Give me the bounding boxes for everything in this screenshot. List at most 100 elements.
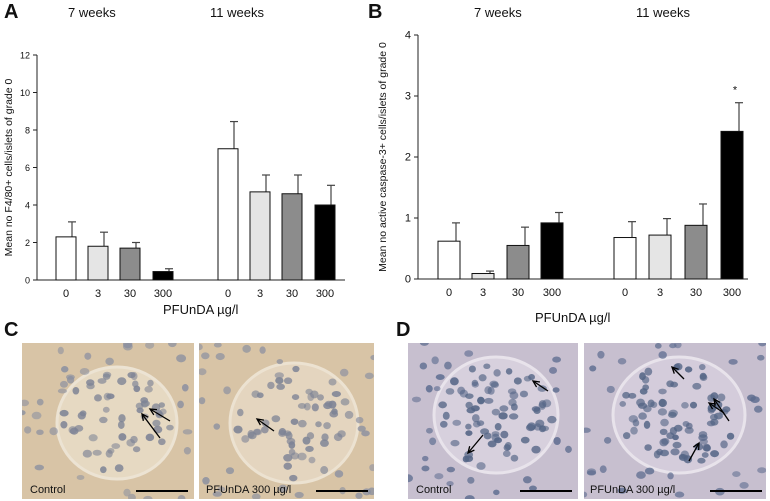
- chart-b-x-tick-label: 0: [446, 287, 452, 299]
- micrograph-c-control-nucleus: [123, 488, 131, 497]
- micrograph-d-control-nucleus: [552, 356, 561, 363]
- micrograph-c-control-nucleus: [60, 366, 69, 373]
- micrograph-c-control-nucleus: [111, 443, 121, 449]
- micrograph-d-control-nucleus: [519, 390, 529, 398]
- micrograph-c-control-nucleus: [36, 398, 44, 406]
- chart-a-bar: [87, 245, 109, 281]
- micrograph-c-pfunda-nucleus: [241, 435, 250, 443]
- micrograph-d-control-nucleus: [444, 361, 452, 370]
- micrograph-d-control-nucleus: [527, 422, 537, 431]
- chart-b-bar: [613, 237, 637, 280]
- micrograph-d-pfunda-nucleus: [739, 482, 749, 489]
- micrograph-d-pfunda-nucleus: [710, 450, 720, 458]
- micrograph-d-control-nucleus: [494, 422, 502, 431]
- micrograph-c-pfunda-nucleus: [202, 477, 210, 485]
- micrograph-c-control-nucleus: [86, 379, 95, 386]
- micrograph-c-control-nucleus: [114, 464, 124, 472]
- micrograph-d-pfunda-nucleus: [644, 467, 655, 475]
- micrograph-d-control-nucleus: [490, 381, 500, 388]
- micrograph-c-control-nucleus: [106, 393, 115, 400]
- micrograph-c-control-nucleus: [130, 372, 138, 381]
- micrograph-c-pfunda-nucleus: [199, 343, 203, 351]
- micrograph-c-pfunda-nucleus: [289, 474, 298, 482]
- micrograph-d-control-nucleus: [504, 442, 512, 451]
- chart-a-x-tick-label: 3: [95, 288, 101, 300]
- micrograph-d-control-nucleus: [522, 476, 532, 484]
- chart-b-x-tick-label: 300: [723, 287, 741, 299]
- micrograph-c-pfunda-nucleus: [225, 467, 235, 475]
- micrograph-d-control-nucleus: [498, 412, 508, 420]
- micrograph-c-control-nucleus: [118, 433, 127, 441]
- micrograph-c-pfunda-nucleus: [237, 408, 244, 417]
- micrograph-d-control-nucleus: [425, 384, 433, 393]
- micrograph-d-control-scale-bar: [520, 490, 572, 492]
- micrograph-d-control-arrow: [532, 380, 549, 392]
- micrograph-d-pfunda-nucleus: [642, 384, 650, 391]
- micrograph-d-pfunda-nucleus: [584, 427, 591, 433]
- micrograph-d-pfunda-scale-bar: [710, 490, 762, 492]
- micrograph-c-control-nucleus: [22, 410, 26, 416]
- micrograph-d-pfunda-nucleus: [685, 422, 693, 430]
- micrograph-d-control-nucleus: [467, 476, 475, 484]
- micrograph-d-pfunda-nucleus: [703, 444, 711, 452]
- chart-a-bar: [119, 247, 141, 281]
- micrograph-c-pfunda-arrow: [256, 418, 275, 432]
- micrograph-c-control-nucleus: [117, 377, 127, 386]
- chart-b-x-tick-label: 3: [657, 287, 663, 299]
- micrograph-d-control-nucleus: [445, 388, 455, 395]
- chart-b-x-tick-label: 0: [622, 287, 628, 299]
- micrograph-c-control-nucleus: [24, 426, 32, 434]
- micrograph-c-control-arrow: [149, 408, 171, 422]
- micrograph-c-control-nucleus: [49, 427, 58, 436]
- micrograph-c-control-nucleus: [168, 343, 177, 348]
- micrograph-c-control-nucleus: [57, 388, 67, 394]
- micrograph-c-control-nucleus: [177, 494, 186, 499]
- micrograph-d-pfunda-nucleus: [632, 419, 640, 427]
- chart-b-x-axis-title: PFUnDA µg/l: [535, 310, 611, 325]
- micrograph-c-pfunda-nucleus: [355, 492, 363, 499]
- micrograph-d-control-nucleus: [508, 413, 519, 420]
- micrograph-c-control-nucleus: [76, 474, 85, 480]
- micrograph-d-control-nucleus: [464, 450, 474, 459]
- micrograph-c-pfunda-nucleus: [256, 392, 264, 399]
- chart-a: 0 2 4 6 8 10 12 Mean no F4/80+ cells/islets of …: [3, 51, 345, 300]
- micrograph-d-pfunda-nucleus: [726, 432, 735, 440]
- micrograph-c-pfunda-nucleus: [247, 430, 255, 439]
- micrograph-c-pfunda-nucleus: [283, 453, 293, 462]
- micrograph-c-pfunda-nucleus: [311, 403, 319, 412]
- chart-a-y-axis-title: Mean no F4/80+ cells/islets of grade 0: [3, 78, 15, 256]
- micrograph-c-pfunda-nucleus: [344, 410, 354, 419]
- micrograph-d-control-nucleus: [476, 462, 486, 470]
- micrograph-c-control-nucleus: [36, 429, 44, 436]
- micrograph-c-pfunda-nucleus: [355, 416, 364, 424]
- chart-a-y-tick-label: 8: [25, 126, 30, 136]
- micrograph-d-pfunda-arrowhead: [670, 365, 679, 374]
- micrograph-d-control-nucleus: [483, 432, 492, 440]
- micrograph-c-control-nucleus: [97, 378, 107, 384]
- micrograph-d-control-nucleus: [547, 415, 557, 424]
- micrograph-c-pfunda-nucleus: [291, 394, 300, 401]
- micrograph-c-control-nucleus: [102, 371, 112, 378]
- chart-b-bar: [471, 273, 495, 280]
- micrograph-c-control-nucleus: [22, 399, 30, 407]
- micrograph-d-pfunda-arrow: [708, 402, 725, 414]
- chart-b-y-tick-label: 0: [405, 274, 411, 286]
- chart-a-y-tick-label: 4: [25, 201, 30, 211]
- chart-a-group-label-7w: 7 weeks: [68, 5, 116, 20]
- micrograph-d-pfunda-nucleus: [644, 367, 653, 376]
- micrograph-d-pfunda-nucleus: [603, 436, 612, 444]
- micrograph-c-pfunda-nucleus: [274, 372, 284, 379]
- micrograph-d-control-nucleus: [529, 485, 537, 491]
- micrograph-d-control-nucleus: [531, 445, 541, 454]
- micrograph-d-control-nucleus: [484, 397, 494, 404]
- micrograph-d-pfunda-nucleus: [584, 491, 588, 498]
- micrograph-d-pfunda-nucleus: [659, 438, 669, 447]
- micrograph-d-control-nucleus: [539, 425, 550, 432]
- micrograph-d-control-nucleus: [553, 437, 561, 445]
- micrograph-d-pfunda-nucleus: [597, 350, 605, 359]
- micrograph-d-control-nucleus: [452, 419, 462, 426]
- micrograph-c-control-nucleus: [130, 435, 138, 444]
- micrograph-c-pfunda-nucleus: [321, 433, 329, 442]
- micrograph-d-control-nucleus: [465, 430, 473, 436]
- micrograph-c-control-nucleus: [127, 493, 136, 499]
